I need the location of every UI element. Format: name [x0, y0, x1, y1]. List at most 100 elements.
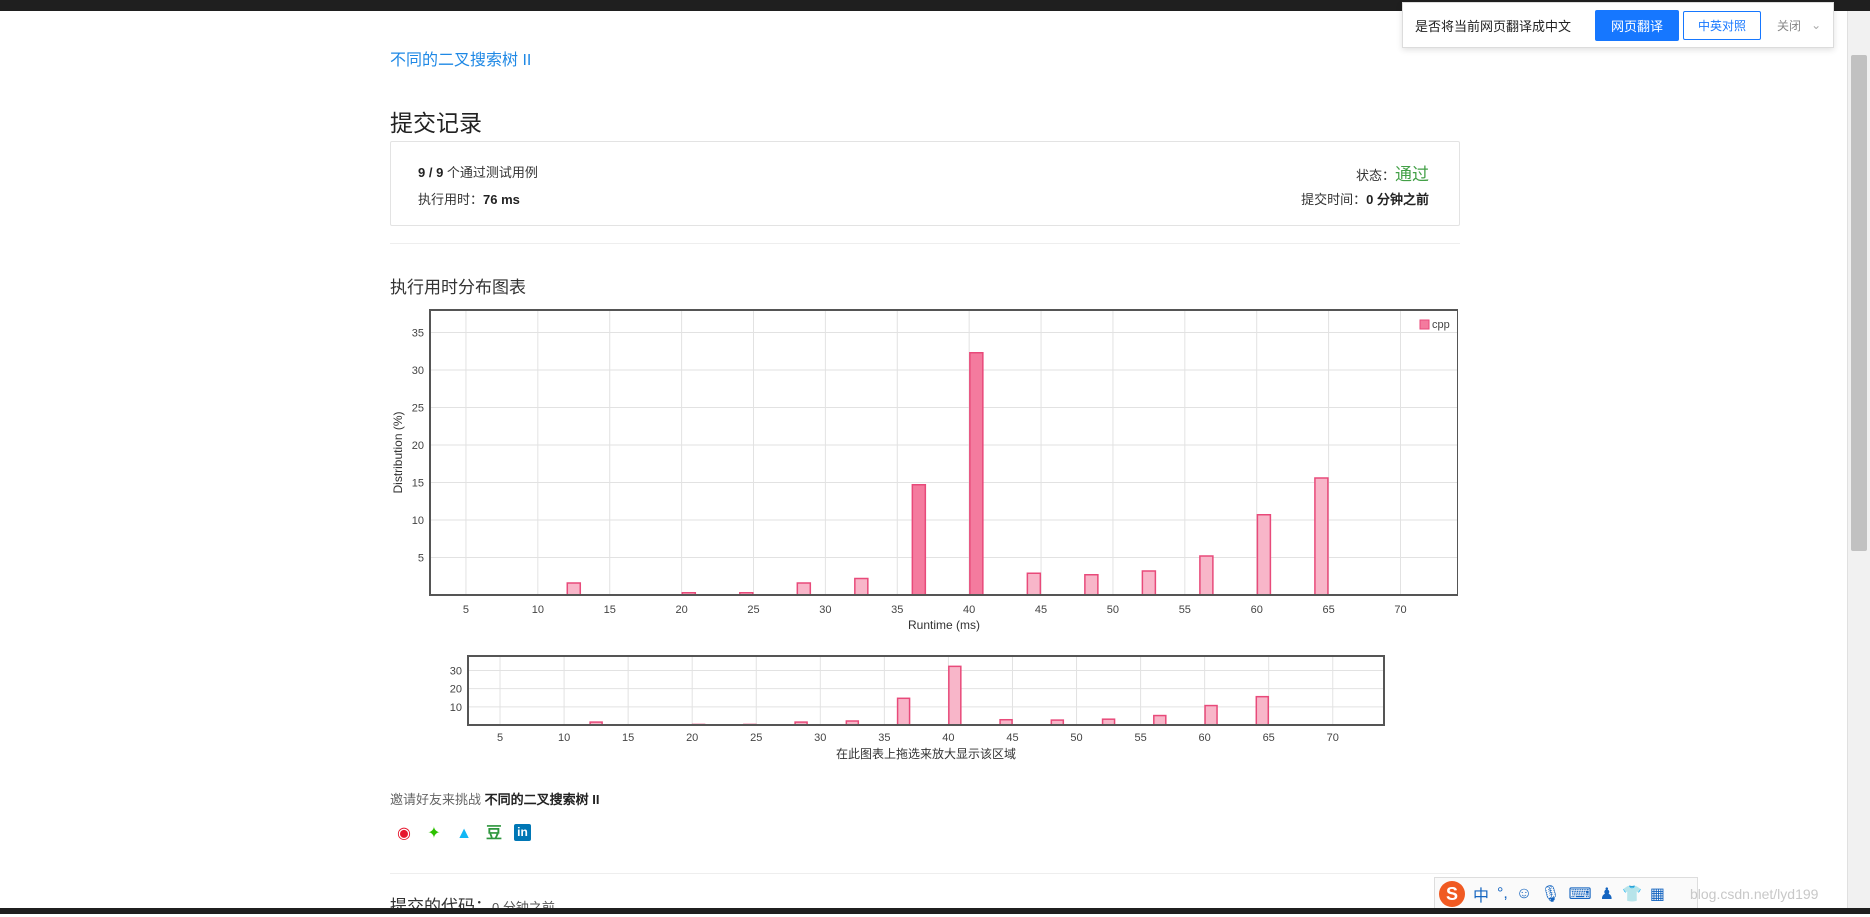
- x-tick-label: 65: [1263, 732, 1275, 744]
- skin-icon[interactable]: 👕: [1621, 886, 1642, 903]
- x-tick-label: 10: [558, 732, 570, 744]
- status-label: 状态：: [1355, 168, 1395, 183]
- weibo-icon[interactable]: ◉: [397, 825, 411, 842]
- divider: [390, 873, 1460, 874]
- runtime-overview-chart[interactable]: 5 10 15 20 25 30 35 40 45 50 55 60 65 70 10 20 30 在此图表上拖选…: [440, 647, 1410, 765]
- runtime-value: 76 ms: [483, 192, 520, 207]
- translate-page-button[interactable]: 网页翻译: [1595, 9, 1680, 41]
- translate-question: 是否将当前网页翻译成中文: [1415, 18, 1572, 34]
- emoji-icon[interactable]: ☺: [1515, 885, 1533, 902]
- x-tick-label: 60: [1199, 732, 1211, 744]
- y-tick-label: 30: [412, 365, 424, 377]
- x-tick-label: 55: [1134, 732, 1146, 744]
- status-line: 状态：通过: [1356, 160, 1429, 185]
- bar: [854, 577, 869, 596]
- tests-line: 9 / 9 个通过测试用例: [418, 162, 538, 181]
- bar: [796, 582, 812, 596]
- y-tick-label: 10: [450, 702, 462, 714]
- problem-link[interactable]: 不同的二叉搜索树 II: [390, 52, 532, 69]
- y-tick-label: 10: [412, 515, 424, 527]
- status-badge: 通过: [1395, 165, 1429, 184]
- x-tick-label: 20: [686, 732, 698, 744]
- ime-toolbar[interactable]: S 中 °, ☺ 🎙 ⌨ ♟ 👕 ▦: [1434, 877, 1698, 911]
- browser-bottom-strip: [0, 908, 1870, 914]
- douban-icon[interactable]: 豆: [485, 825, 502, 842]
- ime-punct-toggle[interactable]: °,: [1497, 885, 1508, 902]
- submission-status-card: 9 / 9 个通过测试用例 执行用时：76 ms 状态：通过 提交时间：0 分钟…: [390, 141, 1460, 226]
- toolbox-icon[interactable]: ▦: [1649, 886, 1665, 903]
- user-icon[interactable]: ♟: [1599, 886, 1614, 903]
- x-tick-label: 35: [891, 604, 903, 616]
- watermark: blog.csdn.net/lyd199: [1690, 886, 1819, 902]
- x-tick-label: 65: [1322, 604, 1334, 616]
- x-tick-label: 25: [750, 732, 762, 744]
- bar: [1255, 695, 1270, 726]
- share-buttons: ◉ ✦ ▲ 豆 in: [394, 824, 531, 844]
- invite-problem-name: 不同的二叉搜索树 II: [484, 792, 600, 807]
- linkedin-icon[interactable]: in: [514, 824, 531, 841]
- translate-prompt: 是否将当前网页翻译成中文 网页翻译 中英对照 关闭 ⌄: [1402, 2, 1834, 48]
- x-tick-label: 40: [963, 604, 975, 616]
- x-tick-label: 55: [1179, 604, 1191, 616]
- x-tick-label: 70: [1394, 604, 1406, 616]
- microphone-icon[interactable]: 🎙: [1540, 886, 1561, 903]
- close-translate-button[interactable]: 关闭: [1777, 18, 1802, 33]
- page-title: 提交记录: [390, 110, 482, 136]
- x-tick-label: 30: [814, 732, 826, 744]
- bar: [1026, 572, 1042, 596]
- plot-frame: [429, 309, 1458, 596]
- runtime-distribution-chart[interactable]: 5 10 15 20 25 30 35 40 45 50 55 60 65 70 5 10 15 20 25 30 35…: [388, 300, 1458, 635]
- plot-frame: [467, 655, 1385, 726]
- scrollbar-thumb[interactable]: [1851, 55, 1867, 551]
- bar: [1204, 704, 1218, 726]
- x-tick-label: 5: [497, 732, 503, 744]
- x-axis-label: Runtime (ms): [908, 618, 980, 632]
- submit-time-line: 提交时间：0 分钟之前: [1301, 189, 1429, 208]
- bar: [911, 484, 927, 596]
- keyboard-icon[interactable]: ⌨: [1568, 886, 1592, 903]
- bar: [566, 582, 582, 596]
- x-axis-label: 在此图表上拖选来放大显示该区域: [836, 746, 1016, 761]
- x-tick-label: 10: [532, 604, 544, 616]
- y-tick-label: 30: [450, 666, 462, 678]
- browser-top-strip: [0, 0, 1870, 11]
- qq-icon[interactable]: ▲: [456, 825, 472, 842]
- bar: [896, 697, 911, 726]
- bar: [1084, 574, 1099, 596]
- tests-passed-label: 个通过测试用例: [446, 165, 538, 180]
- invite-line: 邀请好友来挑战 不同的二叉搜索树 II: [390, 789, 599, 808]
- bar: [1199, 555, 1214, 596]
- bar: [1141, 570, 1157, 596]
- chart-section-title: 执行用时分布图表: [390, 278, 526, 297]
- legend-label: cpp: [1432, 319, 1450, 331]
- x-tick-label: 45: [1035, 604, 1047, 616]
- runtime-label: 执行用时：: [418, 192, 484, 207]
- bar: [1153, 714, 1167, 726]
- sogou-logo-icon[interactable]: S: [1439, 881, 1465, 907]
- y-tick-label: 15: [412, 478, 424, 490]
- x-tick-label: 30: [819, 604, 831, 616]
- bar: [1256, 514, 1272, 596]
- x-tick-label: 60: [1251, 604, 1263, 616]
- y-tick-label: 20: [412, 440, 424, 452]
- divider: [390, 243, 1460, 244]
- x-tick-label: 70: [1327, 732, 1339, 744]
- bilingual-button[interactable]: 中英对照: [1683, 10, 1762, 40]
- bar: [969, 352, 984, 596]
- legend-swatch: [1419, 319, 1430, 330]
- x-tick-label: 5: [463, 604, 469, 616]
- ime-mode-toggle[interactable]: 中: [1473, 888, 1490, 905]
- invite-text: 邀请好友来挑战: [390, 792, 482, 807]
- submit-time-value: 0 分钟之前: [1366, 192, 1429, 207]
- y-tick-label: 35: [412, 328, 424, 340]
- x-tick-label: 15: [622, 732, 634, 744]
- bar: [1314, 477, 1329, 596]
- chevron-down-icon[interactable]: ⌄: [1811, 18, 1822, 32]
- x-tick-label: 35: [878, 732, 890, 744]
- scrollbar[interactable]: [1847, 11, 1870, 908]
- bar: [948, 665, 962, 726]
- y-tick-label: 25: [412, 403, 424, 415]
- tests-passed-count: 9 / 9: [418, 165, 444, 180]
- wechat-icon[interactable]: ✦: [427, 825, 441, 842]
- runtime-line: 执行用时：76 ms: [418, 189, 520, 208]
